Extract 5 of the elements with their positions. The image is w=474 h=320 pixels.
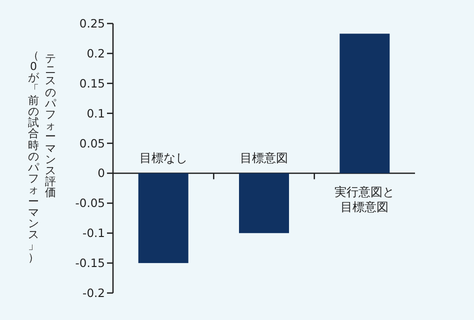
text: （0が「前の試合時のパフォーマンス」）: [28, 49, 39, 264]
text: テニスのパフォーマンス評価: [45, 52, 56, 200]
x-tick-label: 目標なし: [138, 151, 188, 166]
x-tick-label: 実行意図と目標意図: [334, 185, 396, 216]
x-tick-label: 目標意図: [239, 151, 289, 166]
